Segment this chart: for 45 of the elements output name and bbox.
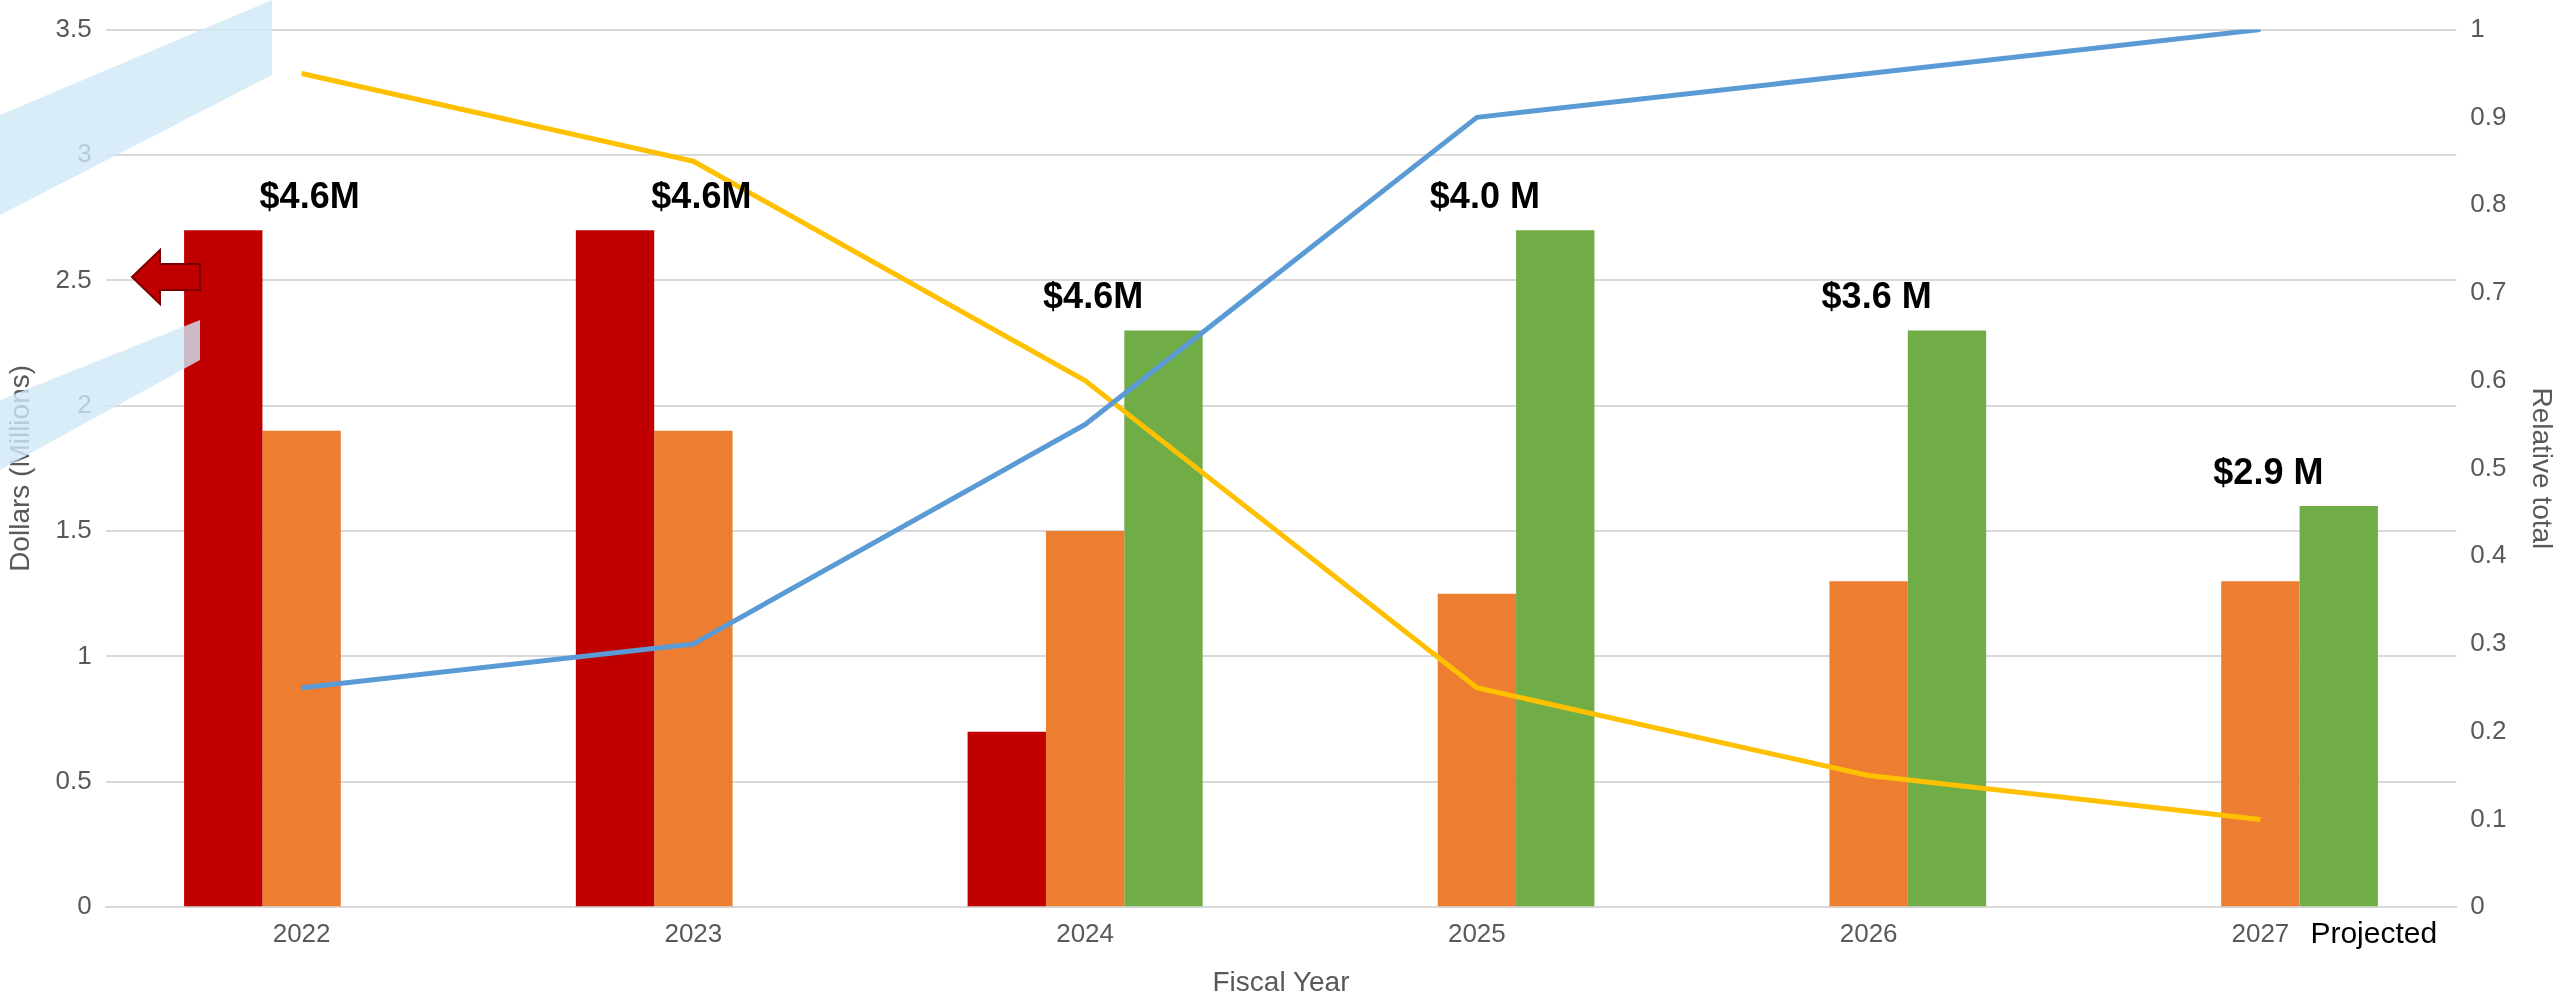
bar bbox=[2221, 581, 2300, 907]
y2-tick-label: 0.6 bbox=[2470, 363, 2507, 394]
y2-tick-label: 0.3 bbox=[2470, 627, 2507, 658]
x-tick-label: 2026 bbox=[1839, 917, 1898, 948]
bar bbox=[2299, 506, 2378, 907]
bar bbox=[1045, 531, 1125, 907]
x-axis-title: Fiscal Year bbox=[1212, 965, 1350, 997]
x-tick-label: 2024 bbox=[1056, 917, 1115, 948]
text: Projected bbox=[2310, 916, 2438, 950]
x-tick-label: 2023 bbox=[664, 917, 723, 948]
bar bbox=[1829, 581, 1908, 907]
y2-tick-label: 1 bbox=[2470, 12, 2485, 43]
annotation: $4.0 M bbox=[1429, 175, 1540, 217]
bar bbox=[262, 430, 341, 907]
annotation: $2.9 M bbox=[2213, 450, 2324, 492]
y-tick-label: 0.5 bbox=[55, 765, 92, 795]
annotation: $4.6M bbox=[259, 175, 360, 217]
x-tick-label: 2027 bbox=[2231, 917, 2290, 948]
x-tick-label: 2022 bbox=[272, 917, 331, 948]
bar bbox=[575, 230, 655, 907]
y2-tick-label: 0.4 bbox=[2470, 539, 2507, 570]
bar bbox=[967, 731, 1046, 907]
bar bbox=[1437, 593, 1517, 907]
bar bbox=[654, 430, 733, 907]
y2-axis-title: Relative total bbox=[2527, 387, 2559, 550]
annotation: $4.6M bbox=[651, 175, 752, 217]
y2-tick-label: 0.2 bbox=[2470, 714, 2507, 745]
bar bbox=[1124, 330, 1203, 907]
y-tick-label: 2.5 bbox=[55, 263, 92, 294]
y2-tick-label: 0.7 bbox=[2470, 276, 2507, 307]
y-tick-label: 1 bbox=[77, 639, 92, 670]
y2-tick-label: 0.8 bbox=[2470, 188, 2507, 219]
annotation: $3.6 M bbox=[1821, 275, 1932, 317]
y-tick-label: 1.5 bbox=[55, 514, 92, 545]
y-tick-label: 0 bbox=[77, 890, 92, 921]
y2-tick-label: 0.9 bbox=[2470, 100, 2507, 131]
y2-tick-label: 0.1 bbox=[2470, 802, 2507, 833]
y-tick-label: 3.5 bbox=[55, 12, 92, 43]
y2-tick-label: 0 bbox=[2470, 890, 2485, 921]
x-tick-label: 2025 bbox=[1447, 917, 1506, 948]
annotation: $4.6M bbox=[1043, 275, 1144, 317]
bar bbox=[1907, 330, 1987, 907]
bar bbox=[1516, 230, 1595, 907]
bar bbox=[184, 230, 263, 907]
y2-tick-label: 0.5 bbox=[2470, 451, 2507, 482]
